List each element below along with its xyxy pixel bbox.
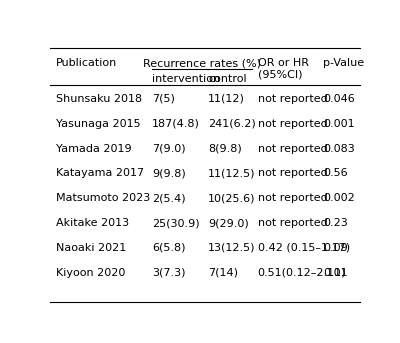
Text: 11(12): 11(12) (208, 94, 245, 104)
Text: not reported: not reported (258, 94, 328, 104)
Text: 241(6.2): 241(6.2) (208, 119, 256, 129)
Text: 0.09: 0.09 (323, 243, 348, 253)
Text: intervention: intervention (152, 74, 220, 84)
Text: 7(9.0): 7(9.0) (152, 144, 186, 154)
Text: Katayama 2017: Katayama 2017 (56, 168, 144, 178)
Text: 2(5.4): 2(5.4) (152, 193, 186, 203)
Text: Recurrence rates (%): Recurrence rates (%) (143, 58, 261, 68)
Text: Naoaki 2021: Naoaki 2021 (56, 243, 126, 253)
Text: 9(29.0): 9(29.0) (208, 218, 249, 228)
Text: 10(25.6): 10(25.6) (208, 193, 256, 203)
Text: Publication: Publication (56, 58, 118, 68)
Text: Matsumoto 2023: Matsumoto 2023 (56, 193, 150, 203)
Text: 0.56: 0.56 (323, 168, 348, 178)
Text: 0.23: 0.23 (323, 218, 348, 228)
Text: not reported: not reported (258, 193, 328, 203)
Text: 0.002: 0.002 (323, 193, 354, 203)
Text: control: control (208, 74, 247, 84)
Text: 0.046: 0.046 (323, 94, 354, 104)
Text: 0.42 (0.15–1.17): 0.42 (0.15–1.17) (258, 243, 350, 253)
Text: 6(5.8): 6(5.8) (152, 243, 186, 253)
Text: Shunsaku 2018: Shunsaku 2018 (56, 94, 142, 104)
Text: 11(12.5): 11(12.5) (208, 168, 256, 178)
Text: 25(30.9): 25(30.9) (152, 218, 200, 228)
Text: 0.001: 0.001 (323, 119, 354, 129)
Text: p-Value: p-Value (323, 58, 364, 68)
Text: 7(14): 7(14) (208, 268, 238, 278)
Text: not reported: not reported (258, 168, 328, 178)
Text: Akitake 2013: Akitake 2013 (56, 218, 129, 228)
Text: Yamada 2019: Yamada 2019 (56, 144, 132, 154)
Text: 9(9.8): 9(9.8) (152, 168, 186, 178)
Text: 0.083: 0.083 (323, 144, 354, 154)
Text: not reported: not reported (258, 119, 328, 129)
Text: not reported: not reported (258, 144, 328, 154)
Text: Kiyoon 2020: Kiyoon 2020 (56, 268, 126, 278)
Text: 8(9.8): 8(9.8) (208, 144, 242, 154)
Text: 13(12.5): 13(12.5) (208, 243, 256, 253)
Text: 7(5): 7(5) (152, 94, 175, 104)
Text: 187(4.8): 187(4.8) (152, 119, 200, 129)
Text: 0.01: 0.01 (323, 268, 348, 278)
Text: Yasunaga 2015: Yasunaga 2015 (56, 119, 141, 129)
Text: 3(7.3): 3(7.3) (152, 268, 186, 278)
Text: OR or HR
(95%CI): OR or HR (95%CI) (258, 58, 309, 80)
Text: not reported: not reported (258, 218, 328, 228)
Text: 0.51(0.12–2.11): 0.51(0.12–2.11) (258, 268, 346, 278)
